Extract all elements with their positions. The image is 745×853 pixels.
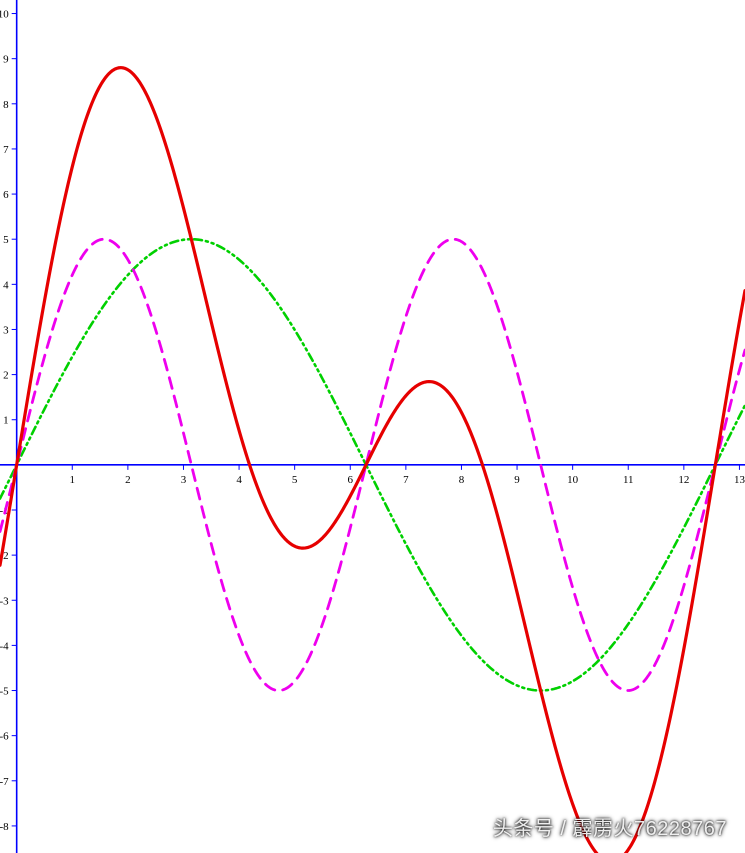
y-tick-label: 2 bbox=[3, 370, 9, 382]
y-tick-label: 10 bbox=[0, 9, 9, 21]
watermark-text: 头条号 / 霹雳火76228767 bbox=[493, 812, 727, 841]
x-tick-label: 1 bbox=[70, 474, 76, 486]
y-tick-label: 3 bbox=[3, 324, 9, 336]
y-tick-label: 6 bbox=[3, 189, 9, 201]
x-tick-label: 6 bbox=[348, 474, 354, 486]
y-tick-label: 7 bbox=[3, 144, 9, 156]
x-tick-label: 2 bbox=[125, 474, 131, 486]
x-tick-label: 3 bbox=[181, 474, 187, 486]
x-tick-label: 11 bbox=[623, 474, 634, 486]
y-tick-label: -4 bbox=[0, 640, 9, 652]
x-tick-label: 12 bbox=[678, 474, 689, 486]
y-tick-label: 8 bbox=[3, 99, 9, 111]
line-chart: 12345678910111213-8-7-6-5-4-3-2-11234567… bbox=[0, 0, 745, 853]
series-red bbox=[0, 68, 745, 853]
y-tick-label: 1 bbox=[3, 415, 9, 427]
y-tick-label: -5 bbox=[0, 686, 9, 698]
x-tick-label: 8 bbox=[459, 474, 465, 486]
y-tick-label: -8 bbox=[0, 821, 9, 833]
y-tick-label: -6 bbox=[0, 731, 9, 743]
chart-svg: 12345678910111213-8-7-6-5-4-3-2-11234567… bbox=[0, 0, 745, 853]
y-tick-label: 5 bbox=[3, 234, 9, 246]
x-tick-label: 13 bbox=[734, 474, 745, 486]
y-tick-label: 9 bbox=[3, 54, 9, 66]
y-tick-label: 4 bbox=[3, 279, 9, 291]
x-tick-label: 5 bbox=[292, 474, 298, 486]
x-tick-label: 4 bbox=[236, 474, 242, 486]
y-tick-label: -3 bbox=[0, 595, 9, 607]
x-tick-label: 9 bbox=[514, 474, 520, 486]
x-tick-label: 7 bbox=[403, 474, 409, 486]
x-tick-label: 10 bbox=[567, 474, 579, 486]
y-tick-label: -7 bbox=[0, 776, 9, 788]
